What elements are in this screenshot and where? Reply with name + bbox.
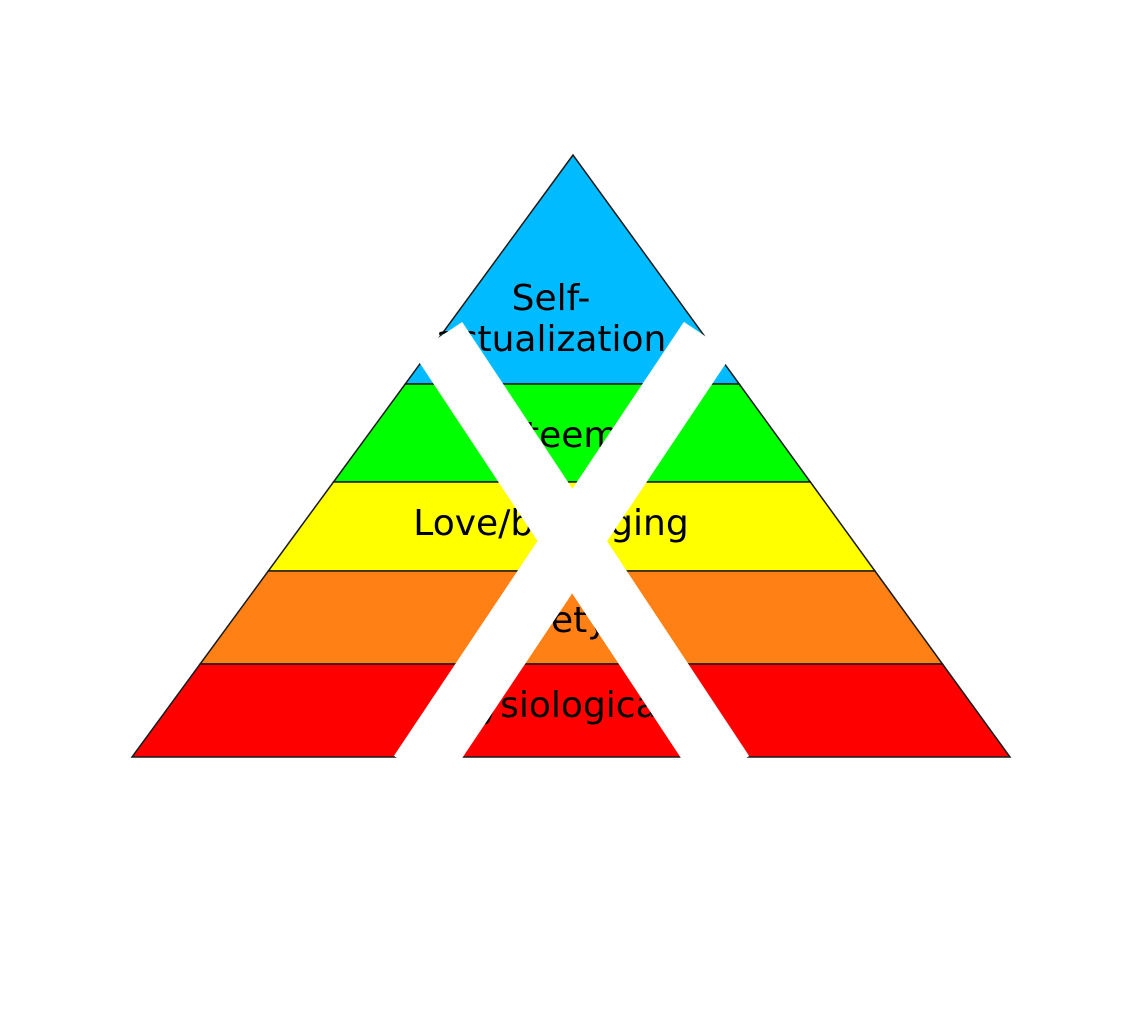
band-physiological: [130, 663, 1012, 758]
label-self-actualization-line-1: Self-: [512, 278, 591, 319]
cross-stroke-right-to-left: [393, 321, 733, 789]
